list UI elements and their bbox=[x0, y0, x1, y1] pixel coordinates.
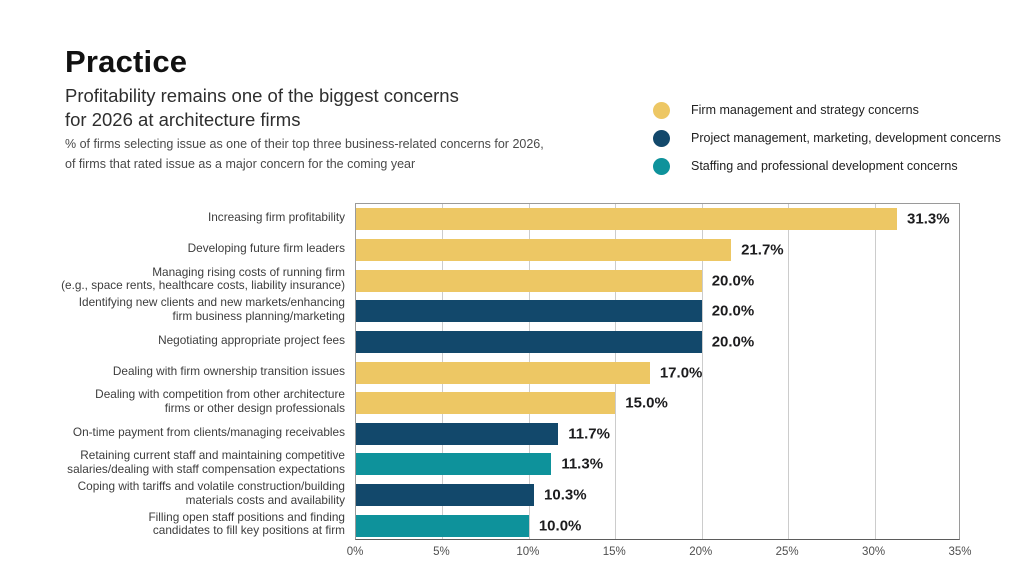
bar-row-8 bbox=[356, 453, 552, 476]
category-label: Dealing with competition from other arch… bbox=[95, 387, 345, 416]
legend-swatch-project-management bbox=[653, 129, 670, 147]
gridline-20pct bbox=[701, 204, 703, 539]
bar-value-label: 11.3% bbox=[561, 455, 604, 473]
chart-note: % of firms selecting issue as one of the… bbox=[65, 134, 544, 174]
bar-row-0 bbox=[356, 208, 898, 231]
bar-value-label: 10.0% bbox=[538, 517, 582, 535]
category-label: Increasing firm profitability bbox=[207, 210, 345, 225]
bar-row-2 bbox=[356, 269, 702, 292]
bar-row-4 bbox=[356, 330, 702, 353]
legend-label: Project management, marketing, developme… bbox=[691, 131, 1001, 145]
bar-value-label: 20.0% bbox=[711, 302, 755, 320]
x-tick-label: 0% bbox=[346, 546, 364, 558]
bar-value-label: 31.3% bbox=[907, 210, 950, 228]
bar-row-5 bbox=[356, 361, 650, 384]
x-tick-label: 20% bbox=[689, 546, 713, 558]
chart-subtitle-line-2: for 2026 at architecture firms bbox=[65, 109, 301, 130]
category-label: Coping with tariffs and volatile constru… bbox=[77, 479, 345, 508]
bar-row-7 bbox=[356, 422, 559, 445]
bar-value-label: 20.0% bbox=[711, 272, 755, 290]
category-label: Retaining current staff and maintaining … bbox=[67, 448, 345, 477]
legend-swatch-firm-management bbox=[653, 101, 670, 119]
bar-row-1 bbox=[356, 238, 732, 261]
bar-row-9 bbox=[356, 484, 535, 507]
legend-label: Firm management and strategy concerns bbox=[691, 103, 919, 117]
category-label: Identifying new clients and new markets/… bbox=[78, 295, 345, 324]
chart-legend: Firm management and strategy concerns Pro… bbox=[653, 96, 1001, 180]
x-tick-label: 15% bbox=[602, 546, 626, 558]
x-tick-label: 25% bbox=[775, 546, 799, 558]
page-title: Practice bbox=[65, 44, 188, 79]
bar-value-label: 11.7% bbox=[568, 425, 610, 443]
x-tick-label: 35% bbox=[948, 546, 972, 558]
legend-item-project-management: Project management, marketing, developme… bbox=[653, 124, 1001, 152]
bar-value-label: 15.0% bbox=[625, 394, 668, 412]
bar-value-label: 21.7% bbox=[741, 241, 784, 259]
gridline-30pct bbox=[874, 204, 876, 539]
category-label: Filling open staff positions and finding… bbox=[148, 509, 345, 538]
legend-swatch-staffing bbox=[653, 157, 670, 175]
category-label: Dealing with firm ownership transition i… bbox=[112, 363, 345, 378]
gridline-25pct bbox=[788, 204, 790, 539]
legend-label: Staffing and professional development co… bbox=[691, 159, 958, 173]
x-axis-ticks: 0% 5% 10% 15% 20% 25% 30% 35% bbox=[347, 546, 972, 564]
category-label: On-time payment from clients/managing re… bbox=[72, 424, 345, 439]
x-tick-label: 10% bbox=[516, 546, 540, 558]
bar-row-10 bbox=[356, 514, 529, 537]
chart-note-line-1: % of firms selecting issue as one of the… bbox=[65, 137, 544, 151]
x-tick-label: 5% bbox=[433, 546, 450, 558]
chart-note-line-2: of firms that rated issue as a major con… bbox=[65, 157, 416, 171]
bar-row-3 bbox=[356, 300, 702, 323]
x-tick-label: 30% bbox=[862, 546, 886, 558]
category-label: Developing future firm leaders bbox=[187, 241, 345, 256]
bar-value-label: 17.0% bbox=[659, 364, 703, 381]
bar-value-label: 10.3% bbox=[544, 486, 587, 504]
category-labels: Increasing firm profitability Developing … bbox=[40, 203, 345, 540]
legend-item-firm-management: Firm management and strategy concerns bbox=[653, 96, 1001, 124]
category-label: Negotiating appropriate project fees bbox=[158, 332, 345, 347]
category-label: Managing rising costs of running firm (e.… bbox=[61, 264, 345, 293]
chart-subtitle-line-1: Profitability remains one of the biggest… bbox=[65, 85, 459, 106]
legend-item-staffing: Staffing and professional development co… bbox=[653, 152, 1001, 180]
bar-row-6 bbox=[356, 392, 616, 415]
plot-area: 31.3% 21.7% 20.0% 20.0% 20.0% 17.0% 15.0% 11.7%… bbox=[355, 203, 960, 540]
bar-value-label: 20.0% bbox=[711, 333, 755, 351]
chart-subtitle: Profitability remains one of the biggest… bbox=[65, 84, 459, 132]
